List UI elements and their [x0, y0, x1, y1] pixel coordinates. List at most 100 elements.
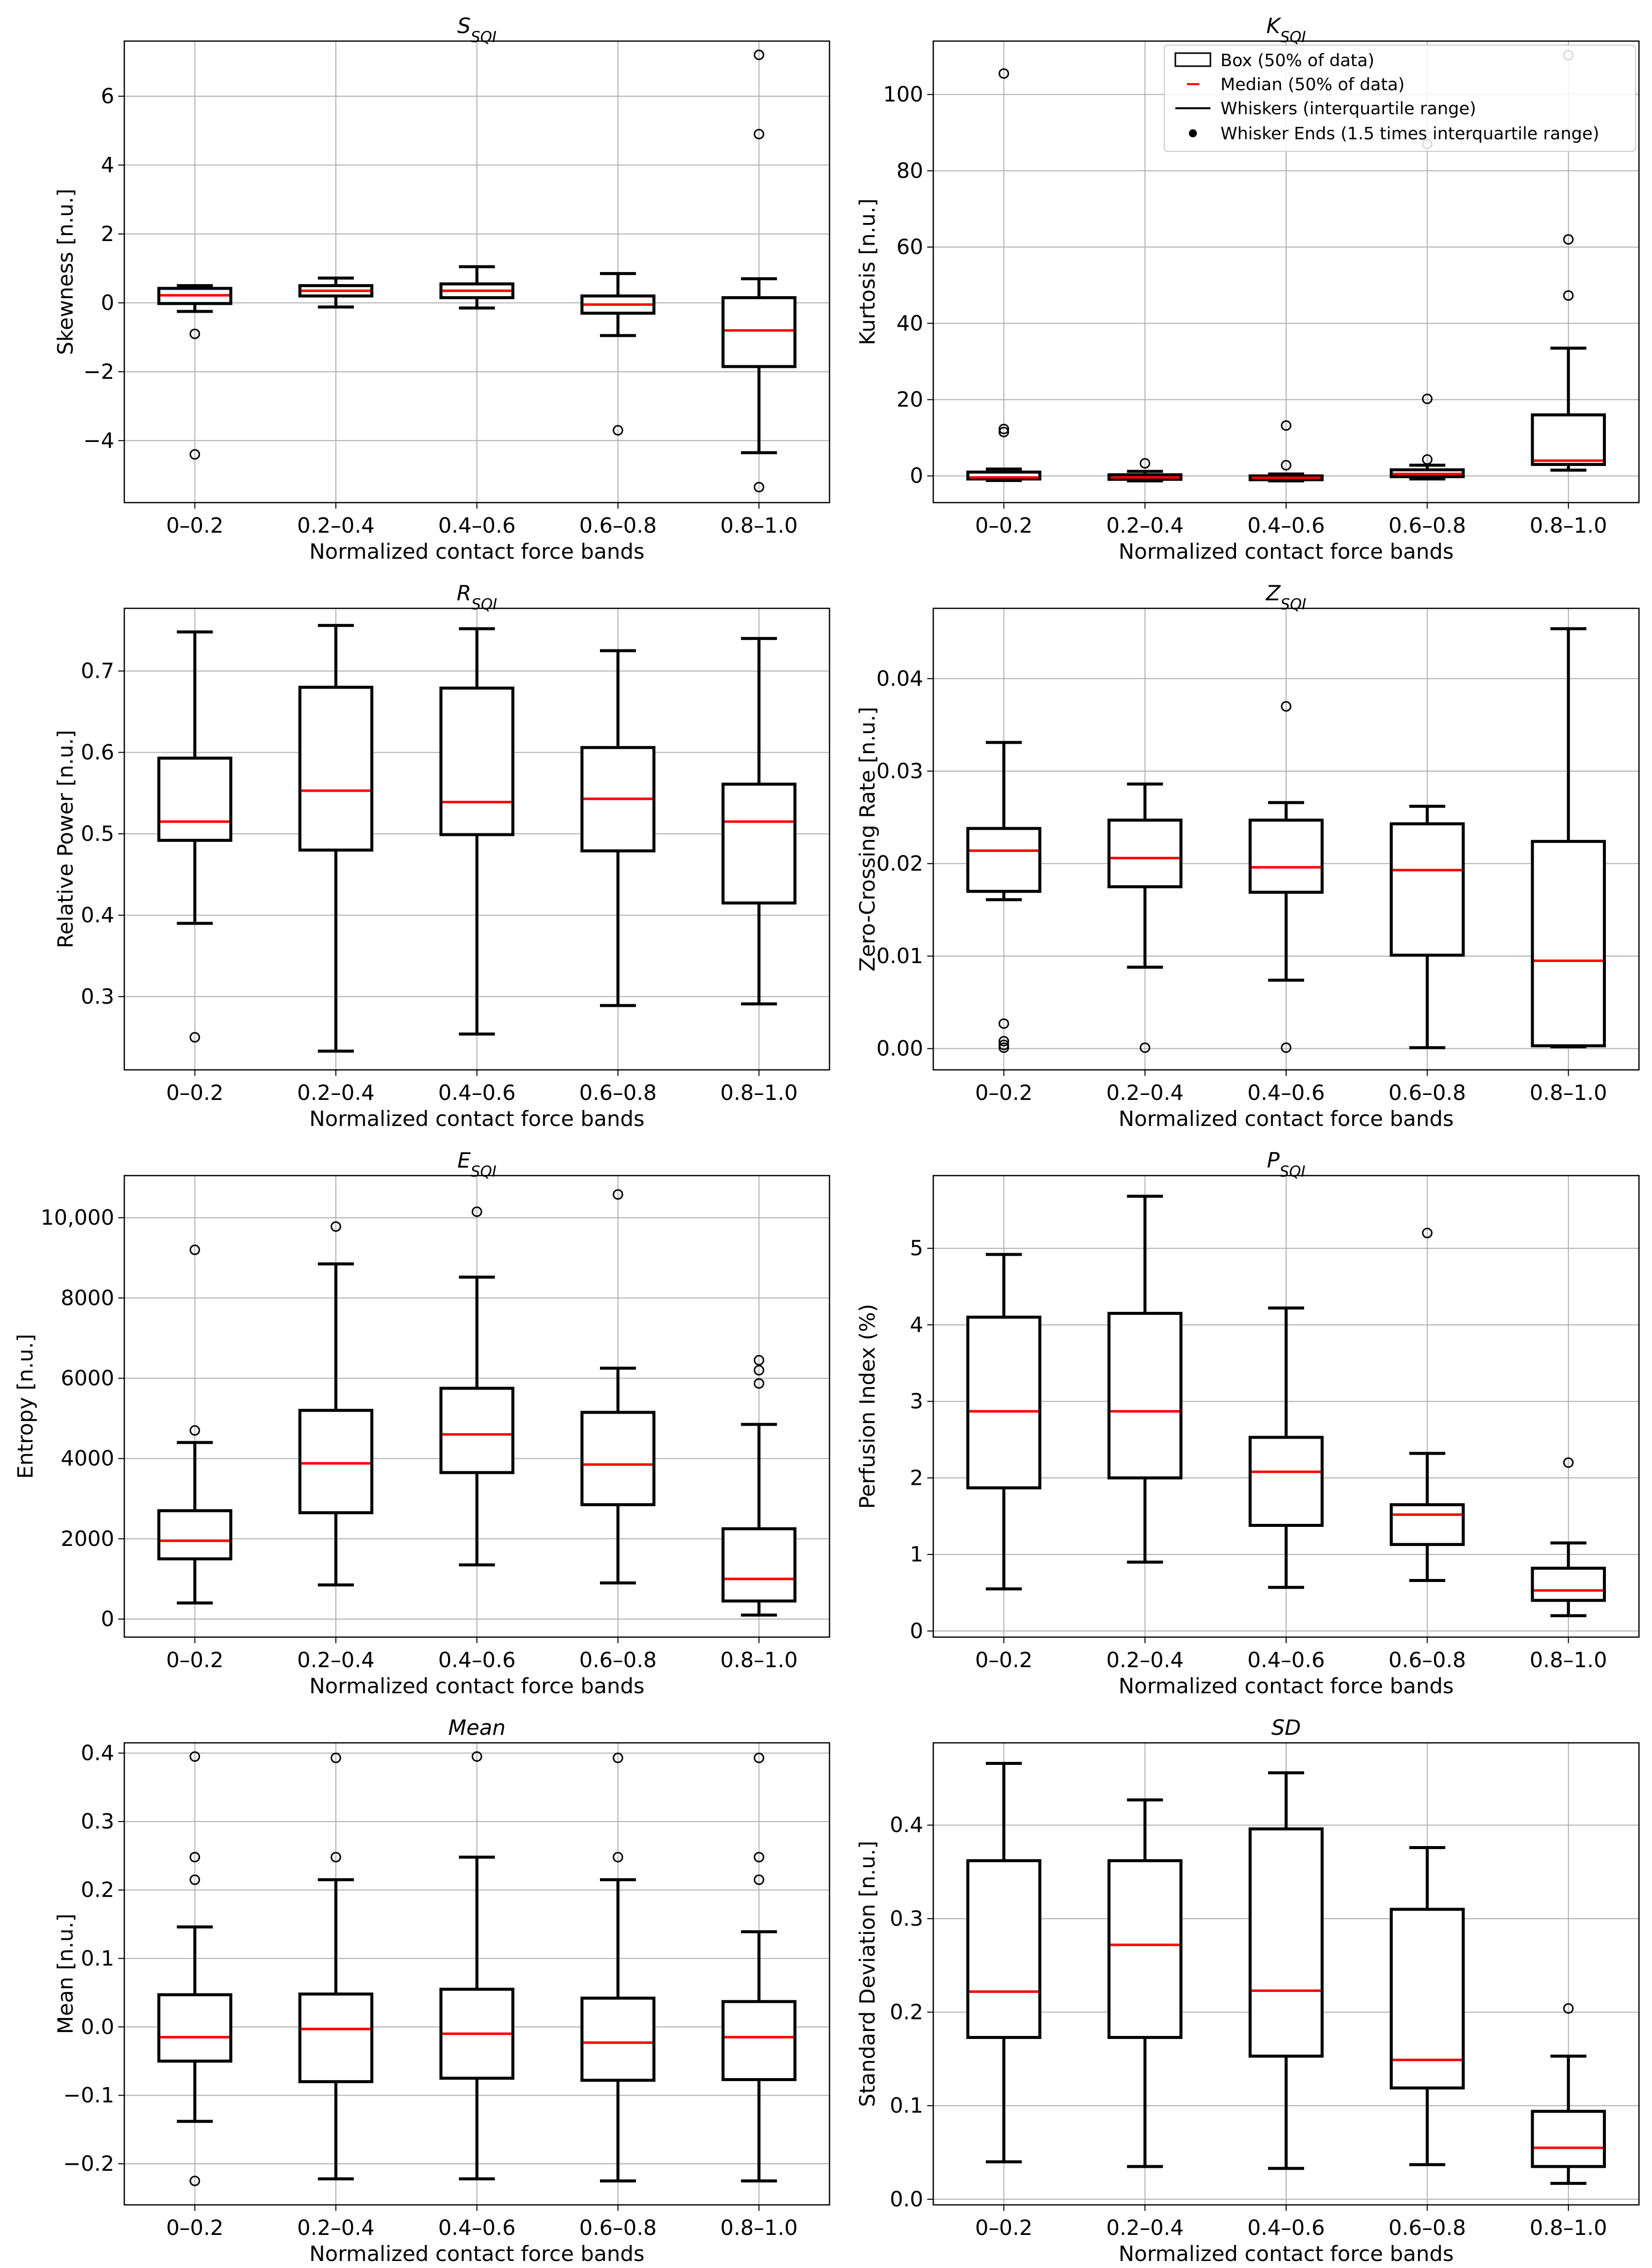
iqr-box — [966, 1315, 1042, 1490]
chart-title: SSQI — [457, 14, 496, 46]
outlier-point — [998, 68, 1009, 79]
box-0–0.2 — [966, 741, 1042, 1053]
y-tick-label: 80 — [897, 158, 923, 183]
chart-title-main: Z — [1266, 581, 1281, 605]
chart-title: Mean — [448, 1715, 505, 1740]
outlier-point — [1281, 701, 1292, 712]
plot-frame — [123, 607, 831, 1071]
box-0.4–0.6 — [439, 1206, 515, 1566]
plot-frame — [932, 607, 1640, 1071]
iqr-box — [1249, 1827, 1324, 2058]
outlier-point — [612, 1189, 624, 1200]
outlier-point — [330, 1852, 341, 1863]
iqr-box — [721, 1527, 797, 1603]
x-tick-label: 0.8–1.0 — [1530, 2215, 1607, 2240]
iqr-box — [298, 1992, 373, 2084]
y-tick-label: 0 — [101, 290, 114, 315]
y-tick-label: 8000 — [61, 1285, 114, 1310]
iqr-box — [298, 1409, 373, 1514]
y-tick-label: 60 — [897, 235, 923, 259]
iqr-box — [966, 1859, 1042, 2039]
x-tick-label: 0.2–0.4 — [1106, 513, 1184, 538]
iqr-box — [1249, 818, 1324, 894]
iqr-box — [721, 296, 797, 368]
outlier-point — [998, 1036, 1009, 1047]
legend-frame — [1164, 45, 1636, 152]
chart-title-main: R — [457, 581, 471, 605]
iqr-box — [1389, 1503, 1465, 1546]
y-tick-label: −4 — [83, 428, 114, 452]
legend-end-swatch — [1189, 129, 1197, 137]
iqr-box — [439, 687, 515, 836]
y-tick-label: 0.03 — [876, 759, 923, 783]
x-tick-label: 0.2–0.4 — [297, 1648, 375, 1672]
y-tick-label: 0.3 — [890, 1906, 923, 1931]
chart-panel-standard-deviation: 0.0 0.1 0.2 0.3 0.4 0–0.2 0.2–0.4 0.4–0.6 0.6–0.… — [855, 1715, 1640, 2266]
outlier-point — [998, 1042, 1009, 1053]
outlier-point — [472, 1751, 482, 1762]
box-0.8–1.0 — [721, 1354, 797, 1617]
x-tick-label: 0.8–1.0 — [720, 1648, 798, 1672]
x-axis-label: Normalized contact force bands — [309, 1674, 645, 1698]
chart-title-subscript: SQI — [1280, 1163, 1306, 1181]
outlier-point — [753, 1752, 764, 1763]
iqr-box — [1389, 822, 1465, 957]
y-tick-label: 2 — [101, 221, 114, 246]
outlier-point — [753, 1874, 764, 1885]
legend-end-label: Whisker Ends (1.5 times interquartile ra… — [1220, 124, 1599, 144]
outlier-point — [189, 1852, 200, 1863]
chart-title-main: S — [457, 14, 471, 38]
box-0–0.2 — [966, 68, 1042, 482]
y-tick-label: 0.3 — [81, 1809, 114, 1834]
box-0.2–0.4 — [1107, 1195, 1183, 1564]
box-0.8–1.0 — [1531, 1457, 1606, 1618]
chart-title: ZSQI — [1266, 581, 1306, 613]
chart-panel-zero-crossing-rate: 0.00 0.01 0.02 0.03 0.04 0–0.2 0.2–0.4 0.4–0.6 0… — [855, 581, 1640, 1131]
outlier-point — [753, 1354, 764, 1366]
outlier-point — [1563, 1457, 1574, 1468]
chart-title-main: Mean — [448, 1715, 505, 1740]
y-tick-label: 2000 — [61, 1526, 114, 1551]
y-tick-label: −2 — [83, 359, 114, 384]
y-tick-label: 2 — [910, 1465, 923, 1490]
y-axis-label: Zero-Crossing Rate [n.u.] — [855, 707, 880, 971]
box-0.6–0.8 — [1389, 1846, 1465, 2166]
box-0.4–0.6 — [439, 1751, 515, 2181]
x-tick-label: 0.2–0.4 — [297, 1080, 375, 1105]
y-tick-label: 0.4 — [890, 1812, 923, 1837]
box-0.8–1.0 — [721, 49, 797, 493]
box-0.4–0.6 — [1249, 701, 1324, 1053]
x-tick-label: 0–0.2 — [166, 1648, 224, 1672]
y-axis-label: Relative Power [n.u.] — [53, 730, 78, 949]
box-0.2–0.4 — [298, 1752, 373, 2181]
chart-title-subscript: SQI — [471, 29, 497, 46]
outlier-point — [753, 129, 764, 140]
outlier-point — [1281, 420, 1292, 431]
x-tick-label: 0.6–0.8 — [579, 1648, 657, 1672]
y-tick-label: 1 — [910, 1542, 923, 1566]
outlier-point — [998, 426, 1009, 437]
x-tick-label: 0.2–0.4 — [1106, 1080, 1184, 1105]
box-0.8–1.0 — [1531, 2003, 1606, 2185]
outlier-point — [1422, 454, 1433, 465]
box-0.6–0.8 — [1389, 139, 1465, 481]
box-0.6–0.8 — [1389, 804, 1465, 1049]
x-axis-label: Normalized contact force bands — [1119, 1106, 1454, 1131]
box-0.8–1.0 — [721, 1752, 797, 2183]
x-tick-label: 0–0.2 — [166, 1080, 224, 1105]
box-0.8–1.0 — [721, 637, 797, 1006]
box-0.4–0.6 — [1249, 1771, 1324, 2170]
chart-panel-entropy: 0 2000 4000 6000 8000 10,000 0–0.2 0.2–0.4 0.4–0… — [13, 1148, 831, 1698]
x-tick-label: 0.2–0.4 — [297, 2215, 375, 2240]
iqr-box — [157, 1509, 233, 1560]
iqr-box — [1531, 1566, 1606, 1602]
box-0.2–0.4 — [298, 624, 373, 1053]
y-tick-label: 0 — [910, 1619, 923, 1643]
chart-title: ESQI — [457, 1148, 496, 1181]
y-tick-label: 0.3 — [81, 984, 114, 1009]
x-axis-label: Normalized contact force bands — [309, 1106, 645, 1131]
outlier-point — [612, 1752, 624, 1763]
iqr-box — [1107, 1859, 1183, 2039]
box-0.4–0.6 — [439, 265, 515, 310]
